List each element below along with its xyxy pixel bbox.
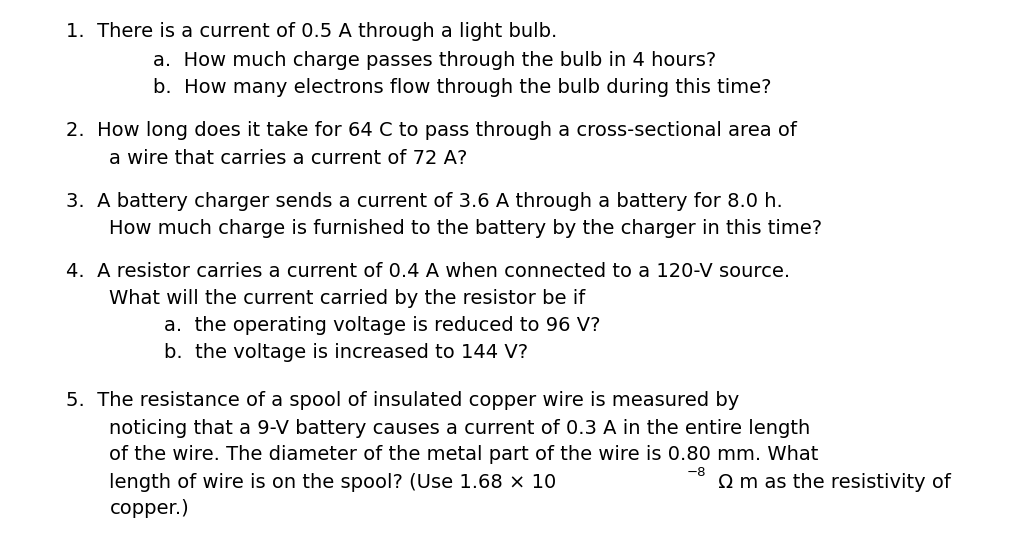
Text: a.  How much charge passes through the bulb in 4 hours?: a. How much charge passes through the bu… xyxy=(153,51,717,70)
Text: 5.  The resistance of a spool of insulated copper wire is measured by: 5. The resistance of a spool of insulate… xyxy=(66,392,740,410)
Text: Ω m as the resistivity of: Ω m as the resistivity of xyxy=(712,472,950,491)
Text: 2.  How long does it take for 64 C to pass through a cross-sectional area of: 2. How long does it take for 64 C to pas… xyxy=(66,122,797,140)
Text: −8: −8 xyxy=(686,467,706,480)
Text: a.  the operating voltage is reduced to 96 V?: a. the operating voltage is reduced to 9… xyxy=(164,316,601,335)
Text: length of wire is on the spool? (Use 1.68 × 10: length of wire is on the spool? (Use 1.6… xyxy=(109,472,557,491)
Text: copper.): copper.) xyxy=(109,500,189,518)
Text: b.  How many electrons flow through the bulb during this time?: b. How many electrons flow through the b… xyxy=(153,78,772,97)
Text: of the wire. The diameter of the metal part of the wire is 0.80 mm. What: of the wire. The diameter of the metal p… xyxy=(109,446,818,464)
Text: 3.  A battery charger sends a current of 3.6 A through a battery for 8.0 h.: 3. A battery charger sends a current of … xyxy=(66,192,784,211)
Text: 4.  A resistor carries a current of 0.4 A when connected to a 120-V source.: 4. A resistor carries a current of 0.4 A… xyxy=(66,262,791,281)
Text: b.  the voltage is increased to 144 V?: b. the voltage is increased to 144 V? xyxy=(164,343,528,362)
Text: noticing that a 9-V battery causes a current of 0.3 A in the entire length: noticing that a 9-V battery causes a cur… xyxy=(109,418,810,437)
Text: a wire that carries a current of 72 A?: a wire that carries a current of 72 A? xyxy=(109,148,468,167)
Text: How much charge is furnished to the battery by the charger in this time?: How much charge is furnished to the batt… xyxy=(109,219,822,238)
Text: What will the current carried by the resistor be if: What will the current carried by the res… xyxy=(109,289,586,308)
Text: 1.  There is a current of 0.5 A through a light bulb.: 1. There is a current of 0.5 A through a… xyxy=(66,22,558,40)
